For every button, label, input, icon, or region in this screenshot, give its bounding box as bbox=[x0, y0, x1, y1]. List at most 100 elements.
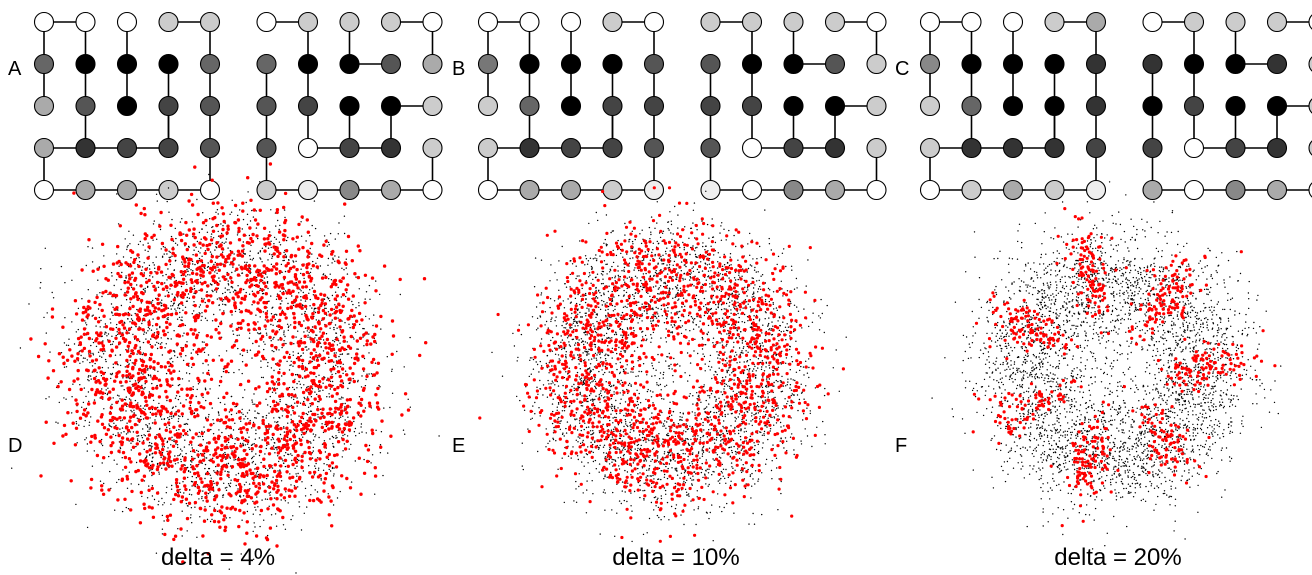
scatter-point bbox=[306, 413, 309, 416]
scatter-point bbox=[302, 431, 306, 436]
scatter-point bbox=[203, 351, 206, 354]
scatter-point bbox=[210, 253, 213, 255]
scatter-point bbox=[168, 430, 173, 434]
scatter-point bbox=[229, 291, 231, 294]
scatter-point bbox=[204, 457, 206, 459]
scatter-point bbox=[167, 291, 170, 294]
scatter-point bbox=[685, 423, 687, 425]
scatter-point bbox=[217, 520, 221, 524]
scatter-point bbox=[777, 366, 780, 368]
scatter-point bbox=[316, 457, 319, 459]
scatter-point bbox=[134, 203, 138, 207]
scatter-point bbox=[330, 347, 334, 352]
scatter-point bbox=[300, 465, 304, 470]
scatter-point bbox=[102, 314, 106, 318]
scatter-point bbox=[201, 221, 206, 225]
scatter-point bbox=[299, 355, 302, 357]
scatter-point bbox=[324, 275, 328, 280]
scatter-point bbox=[95, 295, 99, 300]
scatter-point bbox=[92, 352, 94, 355]
scatter-point bbox=[327, 257, 330, 260]
scatter-point bbox=[223, 482, 225, 484]
scatter-point bbox=[185, 362, 190, 367]
scatter-point bbox=[126, 349, 130, 353]
scatter-point bbox=[44, 247, 46, 249]
scatter-point bbox=[141, 495, 143, 498]
graph-node bbox=[1266, 95, 1288, 117]
scatter-point bbox=[159, 416, 162, 418]
scatter-point bbox=[141, 360, 146, 364]
scatter-point bbox=[133, 412, 135, 414]
scatter-point bbox=[238, 334, 240, 336]
scatter-point bbox=[180, 348, 185, 352]
scatter-point bbox=[281, 415, 284, 417]
scatter-point bbox=[123, 389, 125, 391]
scatter-point bbox=[287, 392, 291, 397]
scatter-point bbox=[109, 373, 112, 375]
scatter-point bbox=[209, 294, 213, 298]
scatter-point bbox=[144, 386, 146, 389]
scatter-point bbox=[147, 326, 150, 328]
scatter-point bbox=[284, 335, 286, 338]
scatter-point bbox=[313, 200, 316, 202]
scatter-point bbox=[152, 318, 154, 320]
scatter-point bbox=[173, 534, 178, 538]
scatter-point bbox=[202, 490, 204, 492]
scatter-point bbox=[354, 427, 357, 430]
scatter-point bbox=[200, 480, 204, 484]
scatter-point bbox=[161, 287, 166, 291]
scatter-point bbox=[145, 233, 149, 238]
scatter-point bbox=[219, 321, 223, 326]
scatter-point bbox=[368, 404, 372, 408]
scatter-point bbox=[288, 437, 292, 442]
graph-node bbox=[741, 11, 763, 33]
graph-node bbox=[783, 53, 804, 75]
scatter-point bbox=[243, 489, 247, 493]
scatter-point bbox=[175, 411, 177, 413]
scatter-point bbox=[112, 306, 114, 308]
scatter-point bbox=[133, 361, 137, 365]
scatter-point bbox=[276, 254, 280, 259]
scatter-point bbox=[169, 263, 171, 266]
scatter-point bbox=[96, 333, 101, 337]
scatter-point bbox=[285, 291, 289, 295]
scatter-point bbox=[234, 270, 236, 272]
scatter-point bbox=[107, 333, 110, 335]
graph-node bbox=[1044, 11, 1065, 33]
scatter-point bbox=[298, 459, 300, 462]
scatter-point bbox=[254, 410, 256, 412]
scatter-point bbox=[129, 301, 131, 303]
scatter-point bbox=[73, 299, 78, 303]
scatter-point bbox=[263, 489, 267, 493]
scatter-point bbox=[370, 360, 374, 364]
scatter-point bbox=[148, 357, 152, 362]
scatter-point bbox=[221, 255, 225, 259]
scatter-point bbox=[127, 508, 130, 510]
scatter-point bbox=[204, 301, 206, 304]
scatter-point bbox=[197, 353, 199, 356]
scatter-point bbox=[311, 330, 315, 334]
scatter-point bbox=[207, 262, 209, 264]
scatter-point bbox=[335, 352, 337, 354]
scatter-point bbox=[293, 398, 295, 401]
scatter-point bbox=[266, 281, 269, 283]
scatter-point bbox=[111, 415, 115, 420]
scatter-point bbox=[125, 425, 129, 430]
scatter-point bbox=[233, 459, 235, 461]
scatter-point bbox=[192, 343, 196, 347]
scatter-point bbox=[272, 338, 274, 340]
scatter-point bbox=[300, 296, 302, 298]
scatter-point bbox=[173, 330, 175, 332]
scatter-point bbox=[711, 218, 713, 220]
scatter-point bbox=[291, 289, 295, 293]
scatter-point bbox=[349, 334, 353, 339]
scatter-point bbox=[333, 326, 335, 329]
scatter-point bbox=[212, 237, 215, 239]
scatter-point bbox=[131, 276, 133, 278]
scatter-point bbox=[362, 327, 364, 330]
scatter-point bbox=[311, 457, 314, 459]
scatter-point bbox=[305, 218, 309, 222]
scatter-point bbox=[250, 244, 252, 247]
scatter-point bbox=[287, 494, 292, 498]
scatter-point bbox=[95, 325, 97, 327]
